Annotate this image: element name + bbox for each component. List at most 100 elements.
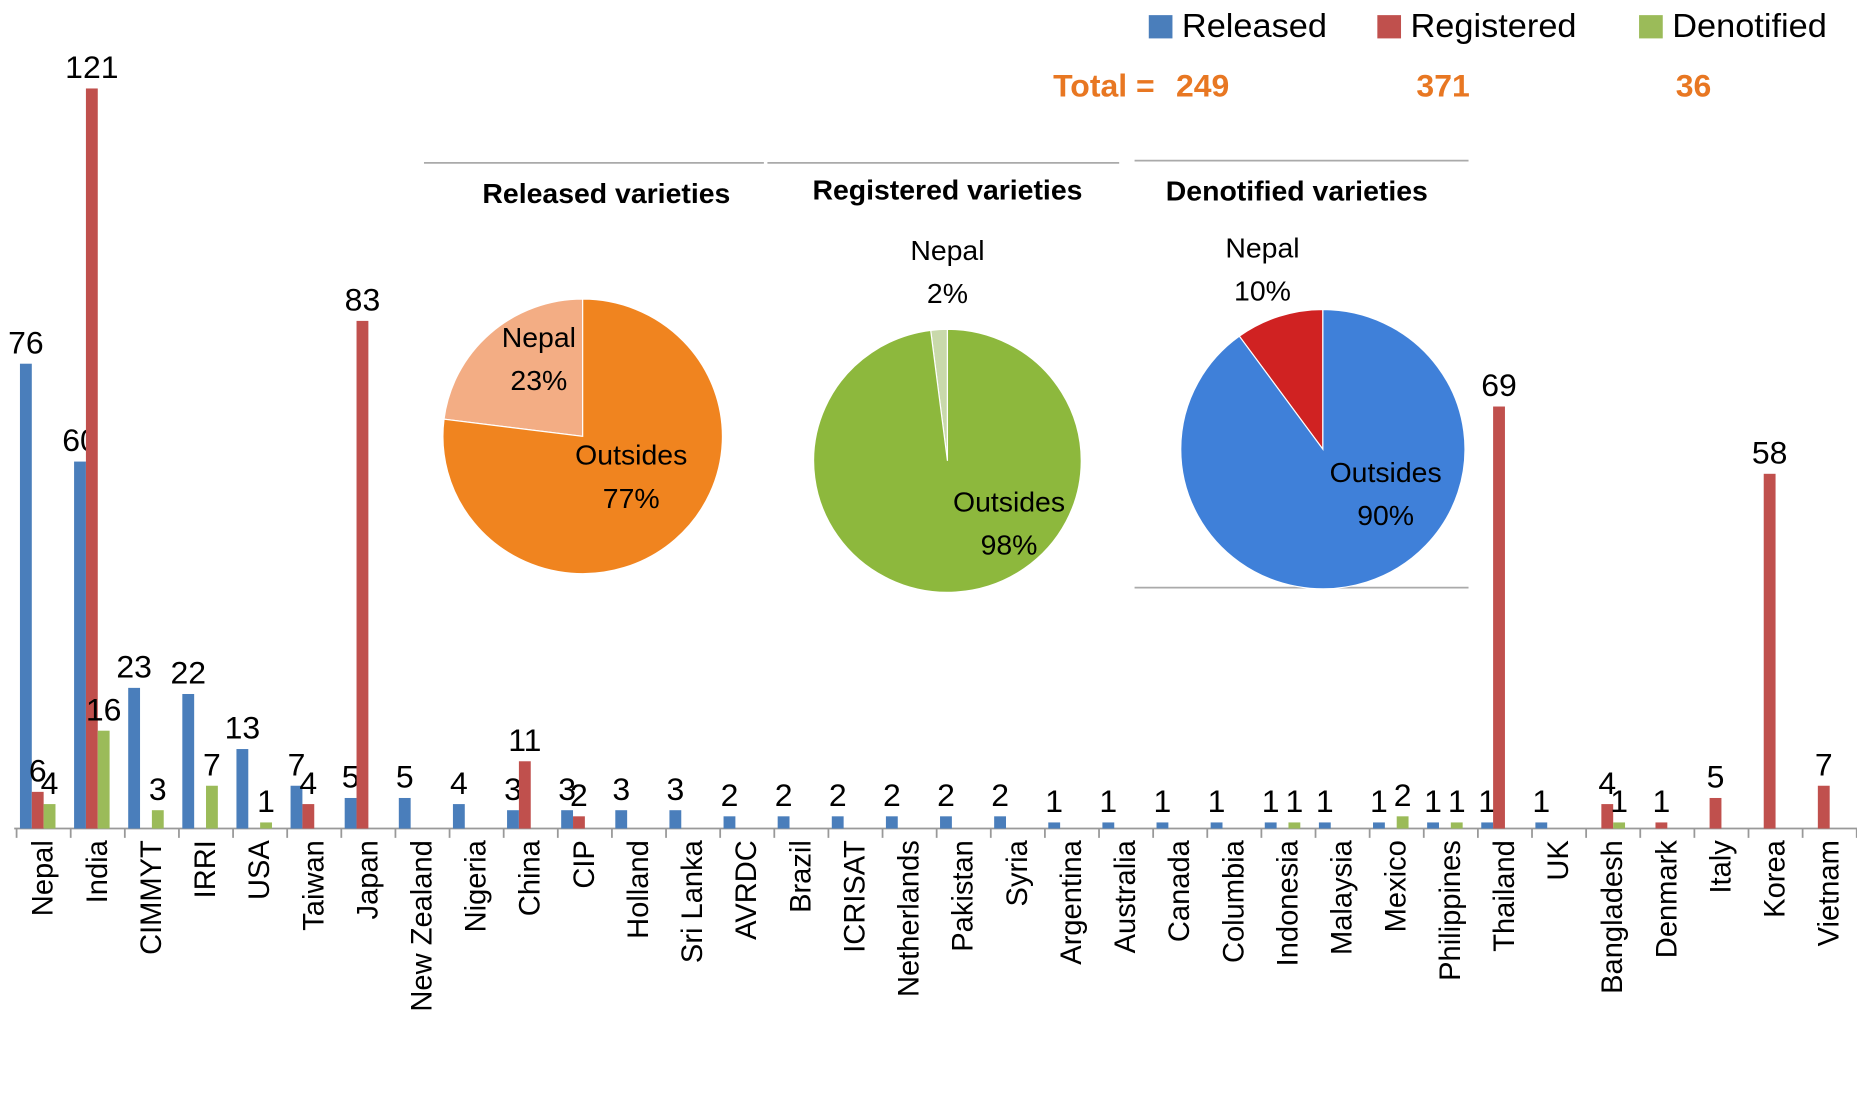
data-label: 69: [1481, 367, 1517, 403]
data-label: 2: [1394, 777, 1412, 813]
bar: [452, 804, 465, 829]
data-label: 3: [558, 771, 576, 807]
x-tick-label: Japan: [351, 840, 384, 919]
data-label: 2: [991, 777, 1009, 813]
x-tick-label: IRRI: [189, 840, 222, 898]
bar: [615, 810, 628, 829]
pie-label-name: Outsides: [575, 439, 687, 471]
bar: [1288, 822, 1301, 829]
data-label: 16: [86, 692, 122, 728]
pie-label-name: Nepal: [910, 234, 984, 266]
bar: [518, 761, 531, 829]
data-label: 1: [1478, 783, 1496, 819]
bar: [74, 461, 86, 829]
bar: [290, 785, 303, 829]
pie-label-name: Outsides: [1330, 456, 1442, 488]
x-tick-label: CIMMYT: [135, 840, 168, 955]
x-tick-label: Nepal: [26, 840, 59, 916]
x-tick-label: Syria: [1001, 840, 1034, 907]
x-tick-label: Netherlands: [892, 840, 925, 997]
data-label: 3: [504, 771, 522, 807]
legend-label: Released: [1182, 7, 1327, 45]
total-value: 249: [1176, 68, 1229, 104]
bar: [1655, 822, 1668, 829]
bar: [1763, 473, 1776, 829]
pie-slice: [1180, 308, 1466, 590]
total-label: Total =: [1053, 68, 1155, 104]
x-tick-label: Korea: [1758, 840, 1791, 918]
x-tick-label: China: [514, 840, 547, 917]
pie-label-value: 2%: [927, 277, 968, 309]
bar: [260, 822, 272, 829]
data-label: 4: [299, 765, 317, 801]
pie-label-value: 90%: [1357, 499, 1414, 531]
pie-slice: [442, 298, 723, 575]
x-tick-label: India: [81, 840, 114, 904]
x-tick-label: Vietnam: [1812, 840, 1845, 946]
data-label: 4: [41, 765, 59, 801]
bar: [723, 816, 736, 829]
bar: [1264, 822, 1277, 829]
pie-label-name: Outsides: [953, 485, 1065, 517]
legend-swatch: [1148, 15, 1173, 39]
pie-title: Registered varieties: [812, 174, 1082, 206]
data-label: 1: [1316, 783, 1334, 819]
data-label: 11: [508, 722, 541, 758]
data-label: 6: [29, 753, 47, 789]
data-label: 2: [721, 777, 739, 813]
pie-slice: [813, 328, 1082, 593]
bar: [302, 804, 315, 829]
bar: [19, 363, 32, 829]
bar: [1156, 822, 1169, 829]
data-label: 121: [65, 49, 118, 85]
x-tick-label: Nigeria: [459, 840, 492, 933]
x-tick-label: Holland: [622, 840, 655, 939]
legend-swatch: [1377, 15, 1402, 39]
bar: [43, 804, 56, 829]
total-value: 371: [1416, 68, 1469, 104]
x-tick-label: CIP: [568, 840, 601, 888]
data-label: 1: [1370, 783, 1388, 819]
data-label: 1: [1653, 783, 1671, 819]
x-tick-label: Indonesia: [1271, 840, 1304, 967]
data-label: 2: [829, 777, 847, 813]
bar: [1048, 822, 1061, 829]
data-label: 3: [666, 771, 684, 807]
bar: [1450, 822, 1463, 829]
bar: [151, 810, 164, 829]
pie-title: Denotified varieties: [1166, 175, 1428, 207]
bar: [777, 816, 790, 829]
data-label: 2: [883, 777, 901, 813]
x-tick-label: ICRISAT: [838, 840, 871, 953]
data-label: 1: [257, 783, 275, 819]
bar: [97, 730, 110, 829]
bar: [507, 810, 519, 829]
data-label: 7: [288, 747, 306, 783]
data-label: 1: [1154, 783, 1172, 819]
bar: [182, 693, 195, 829]
data-label: 1: [1532, 783, 1550, 819]
pie-label-value: 77%: [603, 482, 660, 514]
data-label: 2: [775, 777, 793, 813]
bar: [1817, 785, 1830, 829]
bar: [398, 797, 411, 829]
bar: [573, 816, 585, 829]
data-label: 5: [396, 759, 414, 795]
data-label: 1: [1285, 783, 1303, 819]
bar: [1318, 822, 1331, 829]
data-label: 1: [1099, 783, 1117, 819]
data-label: 1: [1610, 783, 1628, 819]
data-label: 2: [937, 777, 955, 813]
bar: [1709, 797, 1722, 829]
pie-label-value: 98%: [981, 529, 1038, 561]
bar: [994, 816, 1007, 829]
pie-label-name: Nepal: [502, 321, 576, 353]
bar: [1535, 822, 1548, 829]
x-tick-label: UK: [1542, 840, 1575, 881]
x-tick-label: New Zealand: [405, 840, 438, 1011]
data-label: 7: [1815, 747, 1833, 783]
bar: [1210, 822, 1223, 829]
bar: [206, 785, 218, 829]
data-label: 22: [170, 655, 206, 691]
